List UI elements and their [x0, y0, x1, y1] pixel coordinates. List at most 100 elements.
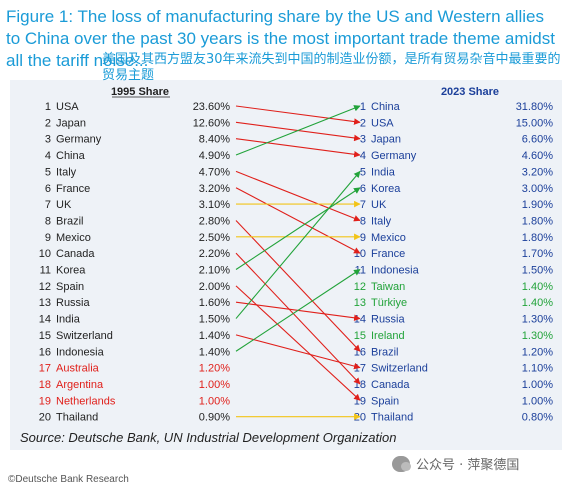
rank-link-arrow [235, 138, 361, 158]
right-country: Türkiye [371, 297, 407, 309]
right-country: Korea [371, 183, 401, 195]
left-country: Thailand [56, 412, 98, 424]
left-rank: 16 [39, 346, 51, 358]
rank-link-arrow [235, 105, 361, 125]
left-share: 1.40% [199, 346, 230, 358]
right-country: Indonesia [371, 265, 420, 277]
right-country: Germany [371, 150, 417, 162]
left-country: Netherlands [56, 395, 116, 407]
right-share: 6.60% [522, 134, 553, 146]
left-share: 4.70% [199, 166, 230, 178]
right-share: 3.00% [522, 183, 553, 195]
figure-title: Figure 1: The loss of manufacturing shar… [6, 7, 555, 70]
left-rank: 3 [45, 134, 51, 146]
left-share: 2.10% [199, 265, 230, 277]
wechat-watermark: 公众号 · 萍聚德国 [392, 454, 519, 473]
right-country: Mexico [371, 232, 406, 244]
left-country: Japan [56, 117, 86, 129]
right-country: Brazil [371, 346, 399, 358]
right-rank: 2 [360, 117, 366, 129]
right-share: 1.30% [522, 330, 553, 342]
right-rank: 10 [354, 248, 366, 260]
left-rank: 12 [39, 281, 51, 293]
left-rank: 8 [45, 215, 51, 227]
right-rank: 6 [360, 183, 366, 195]
left-country: Canada [56, 248, 95, 260]
left-country: USA [56, 101, 79, 113]
right-country: Russia [371, 314, 406, 326]
rank-link-arrow [235, 334, 361, 370]
wechat-label: 公众号 · 萍聚德国 [416, 458, 520, 473]
right-rank: 12 [354, 281, 366, 293]
right-share: 1.00% [522, 395, 553, 407]
right-country: Japan [371, 134, 401, 146]
left-rank: 5 [45, 166, 51, 178]
chinese-subtitle: 美国及其西方盟友30年来流失到中国的制造业份额，是所有贸易杂音中最重要的贸易主题 [102, 52, 561, 83]
copyright: ©Deutsche Bank Research [8, 474, 129, 485]
left-rank: 1 [45, 101, 51, 113]
source-note: Source: Deutsche Bank, UN Industrial Dev… [20, 430, 397, 445]
right-share: 15.00% [516, 117, 554, 129]
left-rank: 9 [45, 232, 51, 244]
right-share: 1.20% [522, 346, 553, 358]
right-country: China [371, 101, 401, 113]
left-country: Russia [56, 297, 91, 309]
right-rank: 16 [354, 346, 366, 358]
rank-link-arrow [235, 285, 361, 401]
left-country: France [56, 183, 90, 195]
left-share: 1.20% [199, 363, 230, 375]
left-rank: 6 [45, 183, 51, 195]
right-country: France [371, 248, 405, 260]
right-country: Thailand [371, 412, 413, 424]
right-share: 31.80% [516, 101, 554, 113]
right-rank: 1 [360, 101, 366, 113]
right-share: 1.90% [522, 199, 553, 211]
chart-background [10, 80, 562, 450]
left-rank: 7 [45, 199, 51, 211]
left-rank: 13 [39, 297, 51, 309]
left-country: Spain [56, 281, 84, 293]
right-share: 1.40% [522, 297, 553, 309]
left-share: 2.50% [199, 232, 230, 244]
left-country: Switzerland [56, 330, 113, 342]
left-share: 3.20% [199, 183, 230, 195]
wechat-icon [392, 455, 411, 472]
left-country: Germany [56, 134, 102, 146]
right-country: Ireland [371, 330, 405, 342]
right-rank: 4 [360, 150, 366, 162]
left-rank: 15 [39, 330, 51, 342]
left-share: 2.20% [199, 248, 230, 260]
right-share: 1.30% [522, 314, 553, 326]
right-country: Canada [371, 379, 410, 391]
rank-link-arrow [235, 187, 361, 270]
left-country: Brazil [56, 215, 84, 227]
left-share: 1.00% [199, 395, 230, 407]
right-country: Taiwan [371, 281, 405, 293]
right-share: 1.10% [522, 363, 553, 375]
left-country: China [56, 150, 86, 162]
left-country: UK [56, 199, 72, 211]
left-share: 23.60% [193, 101, 231, 113]
rank-link-arrow [235, 252, 361, 385]
left-rank: 11 [40, 265, 51, 277]
right-rank: 5 [360, 166, 366, 178]
left-share: 3.10% [199, 199, 230, 211]
right-country: UK [371, 199, 387, 211]
left-country: Indonesia [56, 346, 105, 358]
right-share: 1.40% [522, 281, 553, 293]
left-country: Argentina [56, 379, 104, 391]
right-share: 1.80% [522, 232, 553, 244]
right-rank: 3 [360, 134, 366, 146]
right-rank: 14 [354, 314, 366, 326]
right-rank: 20 [354, 412, 366, 424]
right-share: 3.20% [522, 166, 553, 178]
left-share: 1.00% [199, 379, 230, 391]
right-share: 4.60% [522, 150, 553, 162]
left-country: Italy [56, 166, 77, 178]
left-country: India [56, 314, 81, 326]
left-rank: 20 [39, 412, 51, 424]
left-share: 8.40% [199, 134, 230, 146]
right-share: 1.00% [522, 379, 553, 391]
left-country: Korea [56, 265, 86, 277]
